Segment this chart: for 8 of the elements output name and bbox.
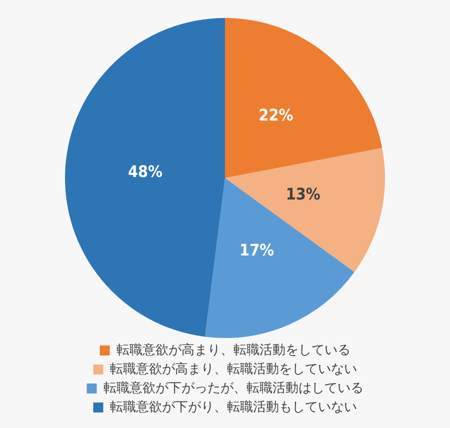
data-label: 13% [286,184,320,204]
data-label: 22% [258,106,294,125]
legend-label: 転職意欲が下がったが、転職活動はしている [103,380,364,396]
data-label: 48% [128,162,162,182]
legend-label: 転職意欲が高まり、転職活動をしていない [110,360,357,377]
legend-label: 転職意欲が高まり、転職活動をしている [116,342,350,358]
legend-label: 転職意欲が下がり、転職活動もしていない [110,400,357,415]
data-label: 17% [240,240,274,260]
